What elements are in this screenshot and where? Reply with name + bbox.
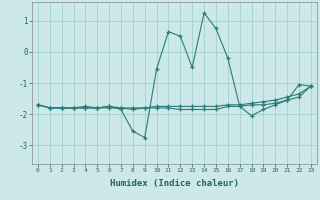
X-axis label: Humidex (Indice chaleur): Humidex (Indice chaleur) xyxy=(110,179,239,188)
